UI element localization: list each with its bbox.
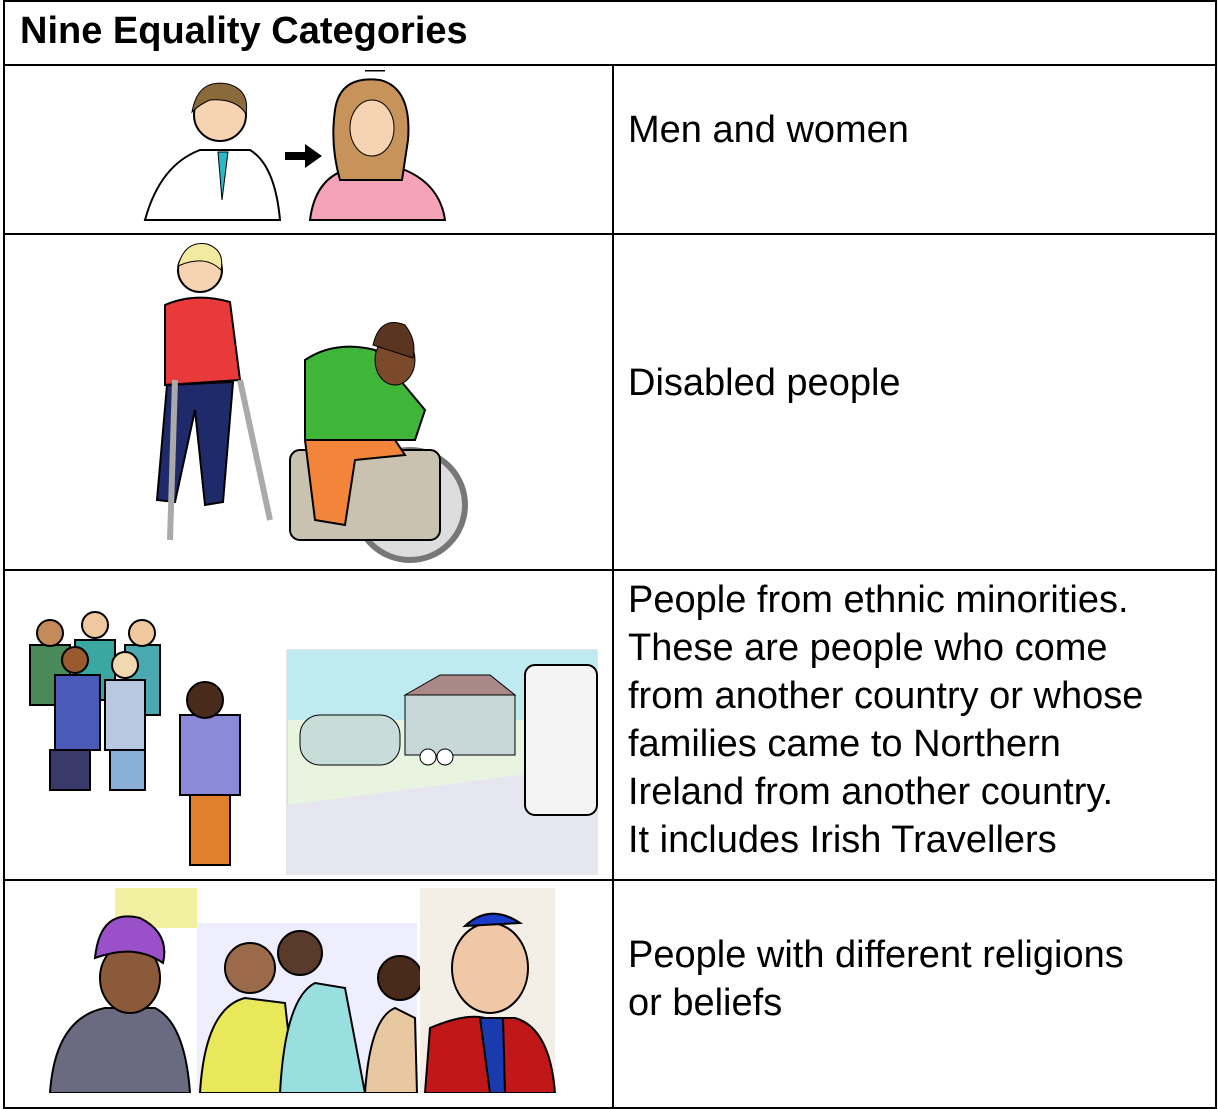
- illustration-religions: [45, 888, 595, 1093]
- text-line: People from ethnic minorities.: [628, 576, 1143, 624]
- illustration-disabled: [145, 240, 475, 565]
- text-line: Men and women: [628, 106, 909, 154]
- illustration-ethnic-minorities: [20, 605, 600, 875]
- text-line: families came to Northern: [628, 720, 1143, 768]
- text-line: Ireland from another country.: [628, 768, 1143, 816]
- text-line: These are people who come: [628, 624, 1143, 672]
- text-line: People with different religions: [628, 931, 1124, 979]
- row-text: People from ethnic minorities. These are…: [628, 576, 1143, 864]
- text-line: from another country or whose: [628, 672, 1143, 720]
- row-text: People with different religions or belie…: [628, 931, 1124, 1027]
- text-line: It includes Irish Travellers: [628, 816, 1143, 864]
- illustration-men-women: [140, 70, 450, 230]
- text-line: Disabled people: [628, 359, 901, 407]
- title: Nine Equality Categories: [20, 10, 468, 53]
- page: {"header": {"title": "Nine Equality Cate…: [0, 0, 1219, 1095]
- row-text: Men and women: [628, 106, 909, 154]
- row-text: Disabled people: [628, 359, 901, 407]
- text-line: or beliefs: [628, 979, 1124, 1027]
